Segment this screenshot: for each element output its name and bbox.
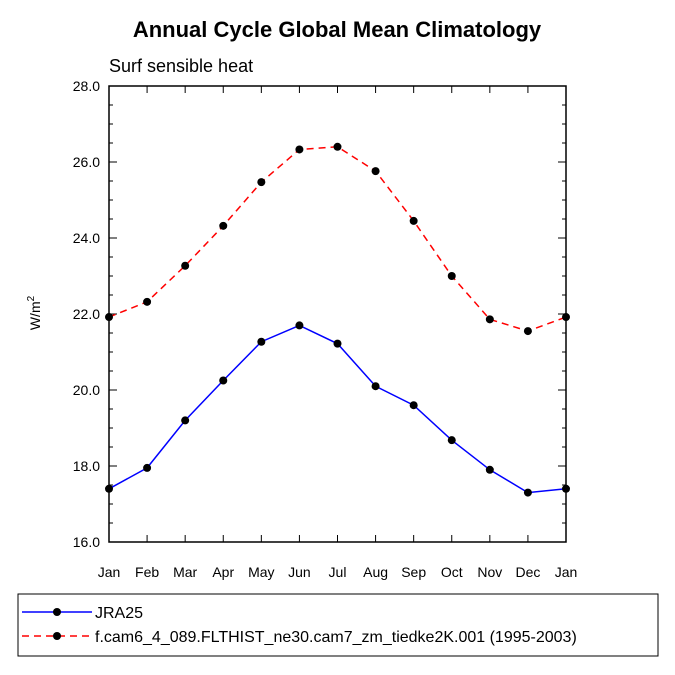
legend-label-1: JRA25 [95, 605, 143, 622]
series-1-point [409, 401, 418, 410]
series-1-point [295, 321, 304, 330]
series-1-point [447, 436, 456, 445]
y-tick-label: 20.0 [73, 382, 100, 398]
y-tick-label: 18.0 [73, 458, 100, 474]
legend-marker-1 [53, 608, 61, 616]
series-2-point [523, 327, 532, 336]
series-1-point [333, 339, 342, 348]
series-1-point [181, 416, 190, 425]
series-2-point [143, 297, 152, 306]
x-tick-label: Sep [401, 564, 426, 580]
x-tick-label: Oct [441, 564, 463, 580]
y-axis-label-superscript: 2 [26, 295, 37, 301]
legend-box [17, 593, 659, 657]
y-tick-label: 28.0 [73, 78, 100, 94]
series-2-point [257, 178, 266, 187]
x-tick-label: Mar [173, 564, 197, 580]
series-2-point [485, 315, 494, 324]
series-1-point [371, 382, 380, 391]
chart-subtitle: Surf sensible heat [109, 56, 253, 76]
x-tick-label: Apr [212, 564, 234, 580]
y-tick-label: 26.0 [73, 154, 100, 170]
x-tick-label: Aug [363, 564, 388, 580]
series-1-point [485, 465, 494, 474]
series-2-point [371, 167, 380, 176]
svg-text:W/m2: W/m2 [26, 295, 43, 330]
series-2-point [219, 221, 228, 230]
x-tick-label: May [248, 564, 274, 580]
x-tick-label: Nov [477, 564, 502, 580]
series-line-2 [108, 146, 567, 332]
y-axis-label-text: W/m [27, 301, 43, 330]
legend-label-2: f.cam6_4_089.FLTHIST_ne30.cam7_zm_tiedke… [95, 629, 577, 646]
series-2-point [333, 142, 342, 151]
y-tick-label: 16.0 [73, 534, 100, 550]
series-1-point [257, 337, 266, 346]
series-2-point [409, 216, 418, 225]
series-line-1 [108, 324, 567, 494]
y-axis-label: W/m2 [26, 295, 43, 330]
series-1-point [219, 376, 228, 385]
x-tick-label: Jun [288, 564, 311, 580]
x-tick-label: Feb [135, 564, 159, 580]
series-2-point [447, 272, 456, 280]
y-tick-label: 24.0 [73, 230, 100, 246]
x-tick-label: Dec [515, 564, 540, 580]
legend-marker-2 [53, 632, 61, 640]
chart-title: Annual Cycle Global Mean Climatology [133, 17, 542, 42]
series-1-point [143, 463, 152, 472]
series-1-point [523, 488, 532, 497]
y-tick-label: 22.0 [73, 306, 100, 322]
series-2-point [181, 261, 190, 270]
x-tick-label: Jan [555, 564, 578, 580]
series-2-point [295, 145, 304, 154]
legend: JRA25 f.cam6_4_089.FLTHIST_ne30.cam7_zm_t… [17, 593, 659, 657]
x-tick-label: Jan [98, 564, 121, 580]
x-tick-label: Jul [329, 564, 347, 580]
plot-frame [108, 85, 567, 543]
